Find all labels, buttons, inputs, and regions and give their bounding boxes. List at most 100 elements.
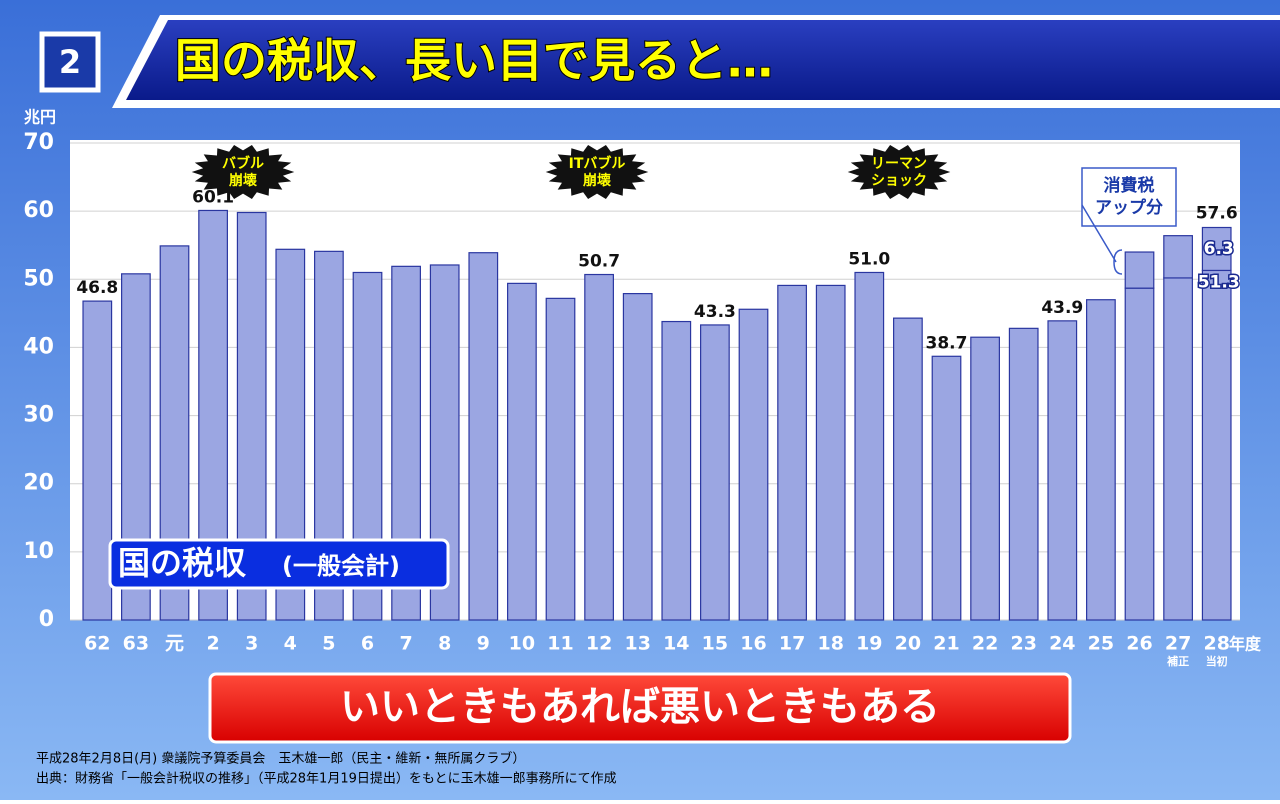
x-tick-label: 15 — [702, 633, 728, 655]
x-tick-note: 補正 — [1166, 654, 1189, 668]
y-tick-label: 0 — [39, 607, 54, 632]
x-tick-label: 28 — [1203, 633, 1229, 655]
event-burst — [847, 145, 951, 199]
value-label: 51.0 — [848, 249, 890, 269]
x-tick-label: 26 — [1126, 633, 1152, 655]
y-tick-label: 10 — [23, 539, 54, 564]
x-tick-label: 5 — [322, 633, 335, 655]
bar — [700, 324, 730, 621]
y-tick-label: 60 — [23, 198, 54, 223]
bar — [777, 284, 807, 621]
bar — [545, 297, 576, 621]
bar — [854, 271, 885, 621]
x-unit: 年度 — [1229, 635, 1262, 654]
bar — [931, 355, 962, 621]
x-tick-label: 62 — [84, 633, 110, 655]
chart-label: 国の税収 — [118, 544, 246, 582]
bar — [1163, 235, 1193, 279]
x-tick-label: 7 — [399, 633, 412, 655]
y-tick-label: 20 — [23, 471, 54, 496]
x-tick-label: 8 — [438, 633, 451, 655]
banner-text: いいときもあれば悪いときもある — [340, 684, 940, 730]
bar — [82, 300, 113, 621]
y-tick-label: 40 — [23, 334, 54, 359]
value-label: 43.3 — [694, 302, 736, 322]
x-tick-label: 4 — [284, 633, 297, 655]
bar — [1124, 287, 1155, 621]
bar — [970, 336, 1000, 621]
footnote: 出典：財務省「一般会計税収の推移」（平成28年1月19日提出）をもとに玉木雄一郎… — [36, 771, 617, 787]
chart-label-sub: (一般会計) — [282, 552, 400, 580]
x-tick-label: 27 — [1165, 633, 1191, 655]
x-tick-label: 3 — [245, 633, 258, 655]
event-label: ITバブル — [569, 155, 626, 172]
x-tick-label: 25 — [1088, 633, 1114, 655]
bar — [1201, 226, 1232, 272]
bar — [815, 284, 846, 621]
value-label: 43.9 — [1041, 298, 1083, 318]
banner-box — [208, 672, 1072, 744]
bar — [1201, 269, 1232, 621]
x-tick-label: 2 — [206, 633, 219, 655]
bar — [1124, 251, 1155, 289]
x-tick-label: 21 — [933, 633, 959, 655]
x-tick-label: 18 — [817, 633, 843, 655]
bar — [738, 308, 769, 621]
event-burst — [545, 145, 649, 199]
bar — [584, 273, 614, 621]
total-label: 57.6 — [1196, 203, 1238, 223]
x-tick-label: 12 — [586, 633, 612, 655]
bar — [893, 317, 923, 621]
event-label: リーマン — [871, 156, 927, 172]
slide-title: 国の税収、長い目で見ると… — [175, 34, 773, 88]
bar — [468, 252, 499, 621]
x-tick-label: 20 — [895, 633, 921, 655]
x-tick-label: 11 — [547, 633, 573, 655]
tax-note: 消費税 — [1104, 175, 1155, 196]
event-label: バブル — [222, 155, 264, 172]
slide-number-box — [39, 31, 101, 93]
header-band — [126, 20, 1280, 100]
x-tick-label: 22 — [972, 633, 998, 655]
value-label: 46.8 — [76, 278, 118, 298]
x-tick-label: 19 — [856, 633, 882, 655]
value-label: 38.7 — [926, 333, 968, 353]
value-label: 6.3 — [1204, 239, 1234, 259]
x-tick-label: 63 — [123, 633, 149, 655]
event-label: 崩壊 — [583, 172, 612, 189]
value-label: 50.7 — [578, 252, 620, 272]
slide-number: 2 — [59, 43, 81, 81]
x-tick-label: 17 — [779, 633, 805, 655]
y-unit: 兆円 — [24, 108, 56, 127]
bar — [1086, 299, 1116, 621]
y-tick-label: 50 — [23, 266, 54, 291]
footnote: 平成28年2月8日(月) 衆議院予算委員会 玉木雄一郎（民主・維新・無所属クラブ… — [36, 751, 525, 767]
value-label: 51.3 — [1198, 272, 1240, 292]
x-tick-label: 13 — [624, 633, 650, 655]
event-label: ショック — [871, 173, 927, 189]
event-label: 崩壊 — [229, 172, 258, 189]
chart-label-box — [108, 538, 450, 590]
x-tick-note: 当初 — [1206, 654, 1228, 668]
bar — [661, 320, 692, 621]
tax-note-pointer — [1081, 204, 1123, 275]
bar — [622, 292, 653, 621]
event-burst — [191, 145, 295, 199]
x-tick-label: 14 — [663, 633, 689, 655]
x-tick-label: 9 — [477, 633, 490, 655]
y-tick-label: 70 — [23, 130, 54, 155]
x-tick-label: 16 — [740, 633, 766, 655]
bar — [1047, 320, 1078, 621]
x-tick-label: 24 — [1049, 633, 1075, 655]
bar — [1008, 327, 1039, 621]
x-tick-label: 10 — [509, 633, 535, 655]
bar — [1163, 277, 1193, 621]
x-tick-label: 元 — [165, 633, 184, 655]
tax-note-box — [1081, 167, 1177, 227]
x-tick-label: 23 — [1010, 633, 1036, 655]
bar — [507, 282, 537, 621]
x-tick-label: 6 — [361, 633, 374, 655]
y-tick-label: 30 — [23, 403, 54, 428]
